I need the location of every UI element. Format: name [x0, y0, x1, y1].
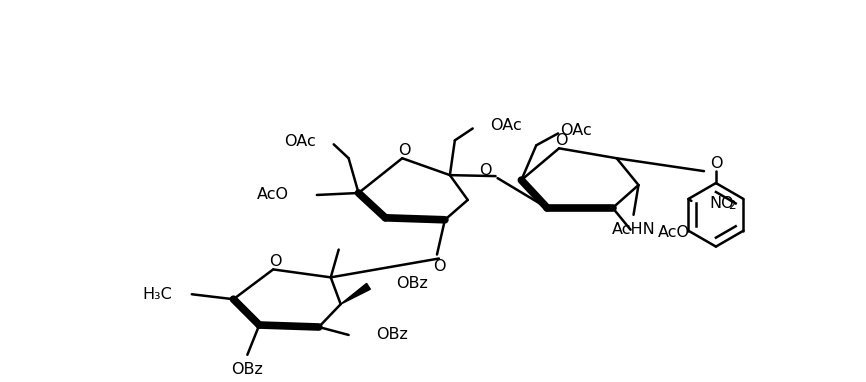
Text: O: O — [269, 254, 281, 269]
Text: OBz: OBz — [397, 276, 428, 291]
Text: O: O — [555, 133, 567, 148]
Text: O: O — [398, 143, 410, 158]
Text: O: O — [433, 259, 445, 274]
Text: OAc: OAc — [284, 134, 316, 149]
Text: AcHN: AcHN — [611, 222, 656, 237]
Text: 2: 2 — [728, 199, 735, 212]
Text: OBz: OBz — [377, 327, 408, 342]
Polygon shape — [340, 283, 371, 304]
Text: NO: NO — [709, 196, 734, 211]
Text: O: O — [480, 163, 492, 178]
Text: OAc: OAc — [560, 123, 591, 138]
Text: OBz: OBz — [231, 362, 263, 377]
Text: H₃C: H₃C — [142, 287, 172, 302]
Text: AcO: AcO — [257, 188, 289, 202]
Text: AcO: AcO — [658, 225, 690, 240]
Text: OAc: OAc — [490, 118, 522, 133]
Text: O: O — [709, 156, 722, 171]
